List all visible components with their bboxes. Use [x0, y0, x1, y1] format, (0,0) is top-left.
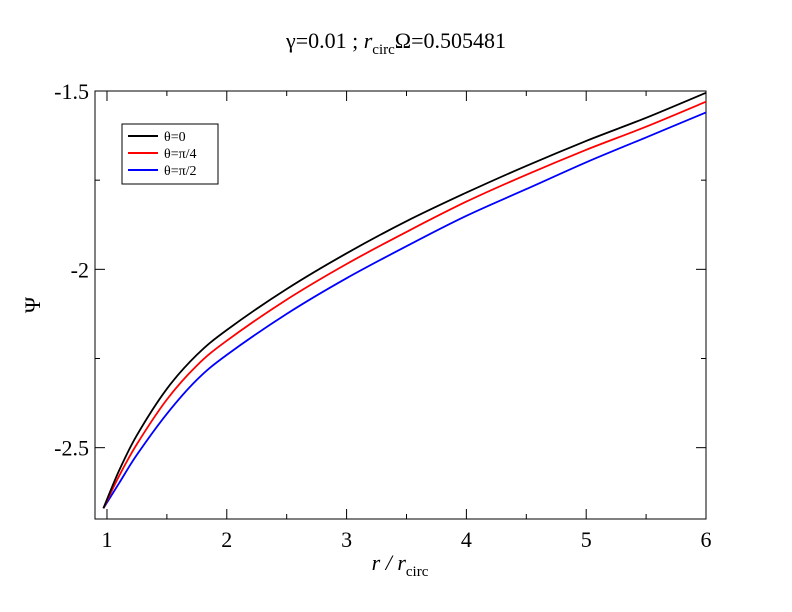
x-tick-label: 2 — [221, 527, 232, 552]
xlabel-sep: / — [380, 550, 397, 575]
y-tick-label: -1.5 — [54, 79, 89, 104]
plot-frame — [94, 90, 707, 520]
tick-labels: 1 2 3 4 5 6 -2.5 -2 -1.5 — [54, 79, 711, 552]
y-tick-label: -2.5 — [54, 436, 89, 461]
title-r-sub: circ — [372, 42, 395, 58]
x-tick-label: 5 — [581, 527, 592, 552]
xlabel-r: r — [372, 550, 381, 575]
title-r: r — [364, 28, 373, 53]
x-tick-label: 1 — [101, 527, 112, 552]
y-tick-label: -2 — [71, 257, 89, 282]
series-line-1 — [102, 100, 707, 509]
title-gamma: γ=0.01 ; — [285, 28, 364, 53]
x-tick-label: 6 — [701, 527, 712, 552]
y-axis-label: Ψ — [20, 296, 45, 313]
x-tick-label: 4 — [461, 527, 472, 552]
series-lines — [102, 91, 707, 509]
legend: θ=0 θ=π/4 θ=π/2 — [121, 123, 219, 185]
axis-ticks — [95, 90, 707, 519]
legend-label: θ=π/4 — [164, 147, 197, 162]
title-omega: Ω=0.505481 — [395, 28, 506, 53]
xlabel-r-sub: circ — [406, 564, 429, 580]
series-line-0 — [102, 91, 707, 509]
x-axis-label: r / rcirc — [372, 550, 429, 580]
x-tick-label: 3 — [341, 527, 352, 552]
legend-entries: θ=0 θ=π/4 θ=π/2 — [128, 130, 197, 179]
legend-label: θ=π/2 — [164, 164, 197, 179]
series-line-2 — [102, 111, 707, 509]
chart-title: γ=0.01 ; rcircΩ=0.505481 — [285, 28, 506, 58]
xlabel-r2: r — [397, 550, 406, 575]
legend-label: θ=0 — [164, 130, 186, 145]
